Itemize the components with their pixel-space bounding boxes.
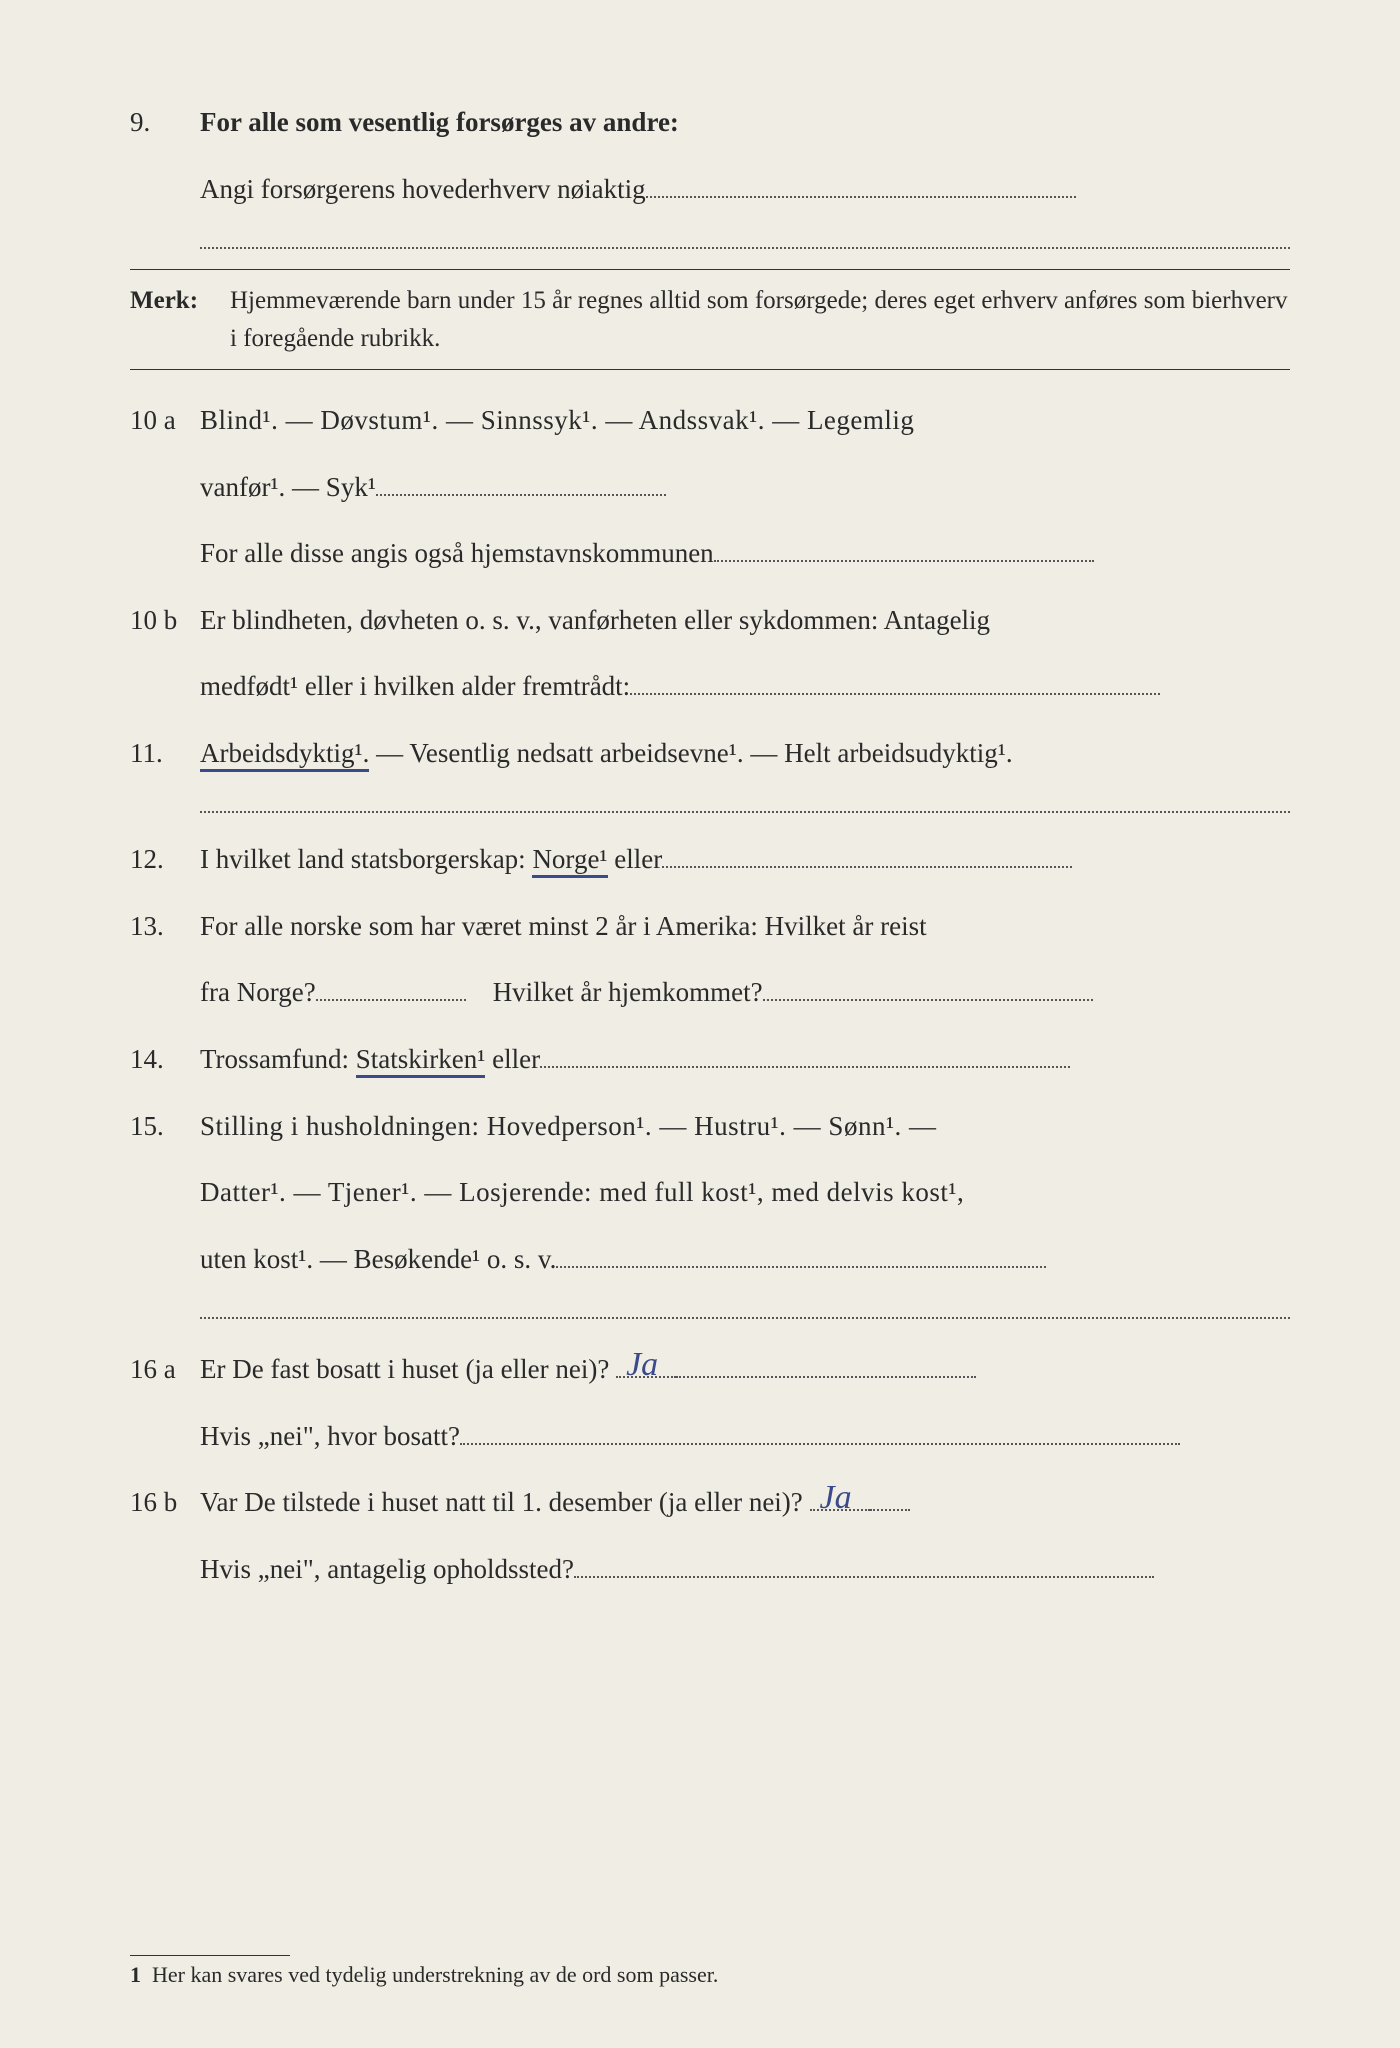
item-body: Var De tilstede i huset natt til 1. dese…: [200, 1480, 1290, 1525]
q12-underlined: Norge¹: [532, 844, 607, 878]
q9-blank: [130, 233, 1290, 249]
q11-text: — Vesentlig nedsatt arbeidsevne¹. — Helt…: [369, 738, 1012, 768]
question-12: 12. I hvilket land statsborgerskap: Norg…: [130, 837, 1290, 882]
q10b-line2: medfødt¹ eller i hvilken alder fremtrådt…: [130, 664, 1290, 709]
item-number: 14.: [130, 1037, 200, 1082]
q15-text1: Stilling i husholdningen: Hovedperson¹. …: [200, 1104, 1290, 1149]
q12-text2: eller: [614, 844, 662, 874]
footnote-marker: 1: [130, 1962, 141, 1987]
item-number: 13.: [130, 904, 200, 949]
separator: [130, 1303, 1290, 1319]
item-body: For alle som vesentlig forsørges av andr…: [200, 100, 1290, 145]
q10a-text3: For alle disse angis også hjemstavnskomm…: [200, 538, 714, 568]
merk-note: Merk: Hjemmeværende barn under 15 år reg…: [130, 269, 1290, 370]
q15-text2: Datter¹. — Tjener¹. — Losjerende: med fu…: [130, 1170, 1290, 1215]
footnote-body: Her kan svares ved tydelig understreknin…: [152, 1962, 718, 1987]
item-number: 10 a: [130, 398, 200, 443]
dotted-fill: [200, 1303, 1290, 1319]
dotted-fill: [662, 841, 1072, 868]
q10a-text1: Blind¹. — Døvstum¹. — Sinnssyk¹. — Andss…: [200, 398, 1290, 443]
item-number: 15.: [130, 1104, 200, 1149]
question-10a: 10 a Blind¹. — Døvstum¹. — Sinnssyk¹. — …: [130, 398, 1290, 443]
q13-text3: Hvilket år hjemkommet?: [493, 977, 763, 1007]
item-number: 12.: [130, 837, 200, 882]
footnote: 1 Her kan svares ved tydelig understrekn…: [130, 1955, 1290, 1988]
question-14: 14. Trossamfund: Statskirken¹ eller: [130, 1037, 1290, 1082]
q10b-text2: medfødt¹ eller i hvilken alder fremtrådt…: [200, 671, 630, 701]
dotted-fill: [630, 668, 1160, 695]
q16a-text1: Er De fast bosatt i huset (ja eller nei)…: [200, 1354, 609, 1384]
q12-text1: I hvilket land statsborgerskap:: [200, 844, 532, 874]
dotted-fill: [870, 1484, 910, 1511]
item-number: 9.: [130, 100, 200, 145]
dotted-fill: [316, 974, 466, 1001]
q16b-line2: Hvis „nei", antagelig opholdssted?: [130, 1547, 1290, 1592]
q10b-text1: Er blindheten, døvheten o. s. v., vanfør…: [200, 598, 1290, 643]
q15-text3: uten kost¹. — Besøkende¹ o. s. v.: [200, 1244, 556, 1274]
item-number: 11.: [130, 731, 200, 776]
item-body: Trossamfund: Statskirken¹ eller: [200, 1037, 1290, 1082]
answer-field: Ja: [616, 1351, 676, 1378]
q14-underlined: Statskirken¹: [356, 1044, 486, 1078]
dotted-fill: [460, 1418, 1180, 1445]
dotted-fill: [714, 535, 1094, 562]
merk-label: Merk:: [130, 282, 230, 357]
item-body: Er De fast bosatt i huset (ja eller nei)…: [200, 1347, 1290, 1392]
item-number: 16 a: [130, 1347, 200, 1392]
question-10b: 10 b Er blindheten, døvheten o. s. v., v…: [130, 598, 1290, 643]
q16b-text1: Var De tilstede i huset natt til 1. dese…: [200, 1487, 803, 1517]
q16b-text2: Hvis „nei", antagelig opholdssted?: [200, 1554, 574, 1584]
q13-text2: fra Norge?: [200, 977, 316, 1007]
question-16a: 16 a Er De fast bosatt i huset (ja eller…: [130, 1347, 1290, 1392]
dotted-fill: [763, 974, 1093, 1001]
dotted-fill: [676, 1351, 976, 1378]
q10a-line2: vanfør¹. — Syk¹: [130, 465, 1290, 510]
dotted-fill: [556, 1241, 1046, 1268]
q13-line2: fra Norge? Hvilket år hjemkommet?: [130, 970, 1290, 1015]
q16a-line2: Hvis „nei", hvor bosatt?: [130, 1414, 1290, 1459]
question-15: 15. Stilling i husholdningen: Hovedperso…: [130, 1104, 1290, 1149]
question-16b: 16 b Var De tilstede i huset natt til 1.…: [130, 1480, 1290, 1525]
q9-line2: Angi forsørgerens hovederhverv nøiaktig: [130, 167, 1290, 212]
q11-underlined: Arbeidsdyktig¹.: [200, 738, 369, 772]
q16a-text2: Hvis „nei", hvor bosatt?: [200, 1421, 460, 1451]
dotted-fill: [200, 797, 1290, 813]
q10a-line3: For alle disse angis også hjemstavnskomm…: [130, 531, 1290, 576]
dotted-fill: [574, 1551, 1154, 1578]
footnote-rule: [130, 1955, 290, 1956]
q10a-text2: vanfør¹. — Syk¹: [200, 472, 376, 502]
dotted-fill: [376, 469, 666, 496]
q14-text2: eller: [492, 1044, 540, 1074]
item-body: Arbeidsdyktig¹. — Vesentlig nedsatt arbe…: [200, 731, 1290, 776]
q14-text1: Trossamfund:: [200, 1044, 356, 1074]
dotted-fill: [540, 1041, 1070, 1068]
dotted-fill: [646, 171, 1076, 198]
footnote-text: 1 Her kan svares ved tydelig understrekn…: [130, 1962, 1290, 1988]
q16a-answer: Ja: [626, 1337, 658, 1393]
q13-text1: For alle norske som har været minst 2 år…: [200, 904, 1290, 949]
dotted-fill: [200, 233, 1290, 249]
question-9: 9. For alle som vesentlig forsørges av a…: [130, 100, 1290, 145]
answer-field: Ja: [810, 1484, 870, 1511]
merk-text: Hjemmeværende barn under 15 år regnes al…: [230, 282, 1290, 357]
item-number: 10 b: [130, 598, 200, 643]
question-13: 13. For alle norske som har været minst …: [130, 904, 1290, 949]
question-11: 11. Arbeidsdyktig¹. — Vesentlig nedsatt …: [130, 731, 1290, 776]
item-number: 16 b: [130, 1480, 200, 1525]
q15-line3: uten kost¹. — Besøkende¹ o. s. v.: [130, 1237, 1290, 1282]
item-body: I hvilket land statsborgerskap: Norge¹ e…: [200, 837, 1290, 882]
q11-blank: [130, 797, 1290, 813]
q9-text2: Angi forsørgerens hovederhverv nøiaktig: [200, 174, 646, 204]
q16b-answer: Ja: [820, 1470, 852, 1526]
q9-text1: For alle som vesentlig forsørges av andr…: [200, 107, 679, 137]
